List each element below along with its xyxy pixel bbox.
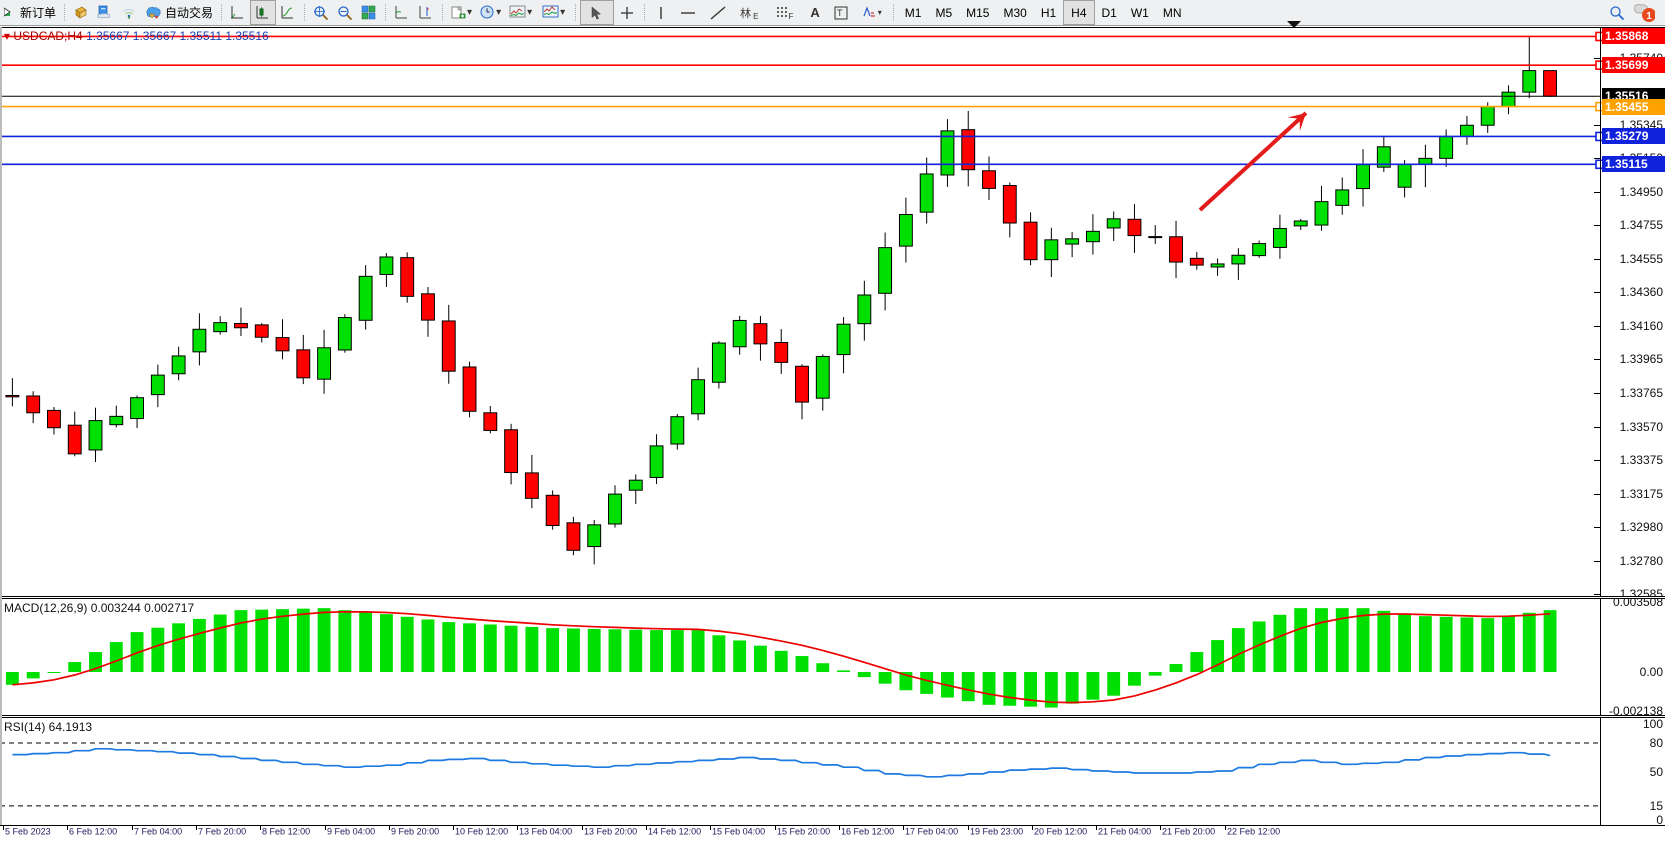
- svg-text:1: 1: [1646, 11, 1652, 22]
- svg-text:T: T: [837, 8, 843, 18]
- svg-text:林: 林: [740, 6, 751, 20]
